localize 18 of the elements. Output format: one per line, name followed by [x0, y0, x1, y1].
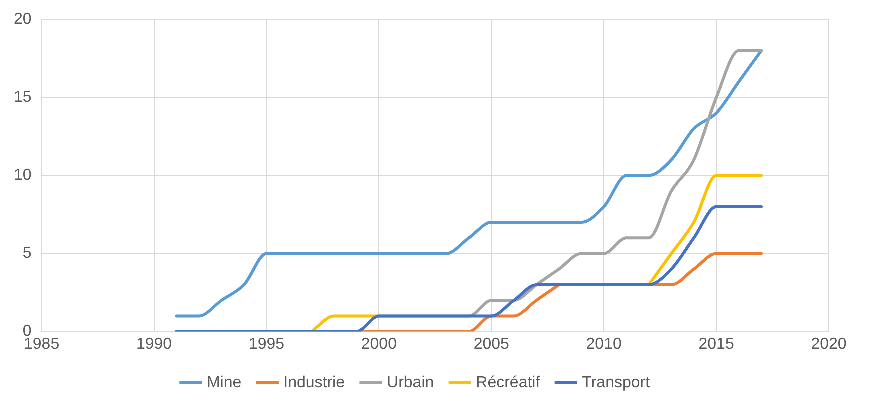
legend-label: Transport — [582, 374, 651, 392]
legend-label: Mine — [206, 374, 242, 392]
legend-label: Industrie — [284, 374, 346, 392]
y-tick-label: 15 — [14, 89, 32, 106]
x-tick-label: 2015 — [698, 336, 734, 353]
y-tick-label: 5 — [22, 245, 32, 262]
x-tick-label: 2020 — [811, 336, 847, 353]
x-tick-label: 2005 — [474, 336, 510, 353]
x-tick-label: 1990 — [136, 336, 172, 353]
y-tick-label: 10 — [14, 167, 32, 184]
y-tick-label: 20 — [14, 11, 32, 28]
line-series — [175, 205, 764, 332]
x-tick-label: 2000 — [361, 336, 398, 353]
legend-label: Récréatif — [476, 374, 541, 392]
x-tick-label: 1985 — [24, 336, 60, 353]
x-tick-label: 2010 — [586, 336, 622, 353]
x-tick-label: 1995 — [248, 336, 285, 353]
legend-label: Urbain — [387, 374, 434, 392]
